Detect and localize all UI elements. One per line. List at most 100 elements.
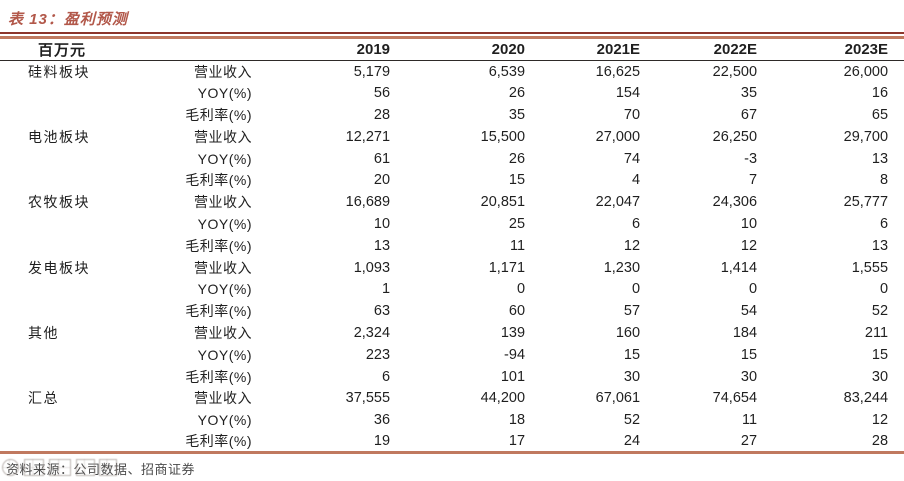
table-row: YOY(%) 56 26 154 35 16 bbox=[0, 82, 904, 104]
table-row: 毛利率(%) 20 15 4 7 8 bbox=[0, 169, 904, 191]
value-cell: 15 bbox=[508, 172, 526, 189]
metric-label: 毛利率(%) bbox=[185, 106, 253, 123]
column-header-2022e: 2022E bbox=[713, 41, 758, 58]
metric-label: 营业收入 bbox=[194, 63, 253, 80]
metric-label: 毛利率(%) bbox=[185, 433, 253, 450]
table-row: 毛利率(%) 63 60 57 54 52 bbox=[0, 300, 904, 322]
segment-label bbox=[0, 409, 150, 431]
value-cell: 8 bbox=[879, 172, 889, 189]
value-cell: 16,625 bbox=[595, 63, 641, 80]
value-cell: 10 bbox=[373, 215, 391, 232]
value-cell: 54 bbox=[740, 303, 758, 320]
segment-label bbox=[0, 344, 150, 366]
value-cell: 65 bbox=[871, 106, 889, 123]
value-cell: 6 bbox=[381, 368, 391, 385]
table-row: 其他 营业收入 2,324 139 160 184 211 bbox=[0, 322, 904, 344]
metric-label: YOY(%) bbox=[197, 281, 253, 298]
segment-label: 电池板块 bbox=[28, 128, 90, 145]
metric-label: YOY(%) bbox=[197, 412, 253, 429]
value-cell: 22,500 bbox=[712, 63, 758, 80]
segment-label bbox=[0, 104, 150, 126]
value-cell: 15 bbox=[740, 346, 758, 363]
metric-label: 营业收入 bbox=[194, 324, 253, 341]
value-cell: 223 bbox=[365, 346, 391, 363]
value-cell: 36 bbox=[373, 412, 391, 429]
value-cell: 28 bbox=[373, 106, 391, 123]
segment-label bbox=[0, 366, 150, 388]
metric-label: YOY(%) bbox=[197, 215, 253, 232]
metric-label: 营业收入 bbox=[194, 390, 253, 407]
value-cell: 4 bbox=[631, 172, 641, 189]
value-cell: 15,500 bbox=[480, 128, 526, 145]
value-cell: 0 bbox=[516, 281, 526, 298]
value-cell: -3 bbox=[744, 150, 758, 167]
metric-label: 营业收入 bbox=[194, 128, 253, 145]
value-cell: 154 bbox=[615, 85, 641, 102]
value-cell: 27,000 bbox=[595, 128, 641, 145]
value-cell: 26 bbox=[508, 85, 526, 102]
table-row: YOY(%) 1 0 0 0 0 bbox=[0, 278, 904, 300]
value-cell: 17 bbox=[508, 433, 526, 450]
metric-label: 营业收入 bbox=[194, 194, 253, 211]
value-cell: 61 bbox=[373, 150, 391, 167]
value-cell: 7 bbox=[748, 172, 758, 189]
value-cell: 1,093 bbox=[353, 259, 391, 276]
footer-row: 资料来源：公司数据、招商证券 bbox=[0, 459, 904, 481]
table-row: 毛利率(%) 13 11 12 12 13 bbox=[0, 235, 904, 257]
table-row: YOY(%) 36 18 52 11 12 bbox=[0, 409, 904, 431]
value-cell: -94 bbox=[504, 346, 526, 363]
value-cell: 25,777 bbox=[843, 194, 889, 211]
value-cell: 60 bbox=[508, 303, 526, 320]
table-row: 发电板块 营业收入 1,093 1,171 1,230 1,414 1,555 bbox=[0, 257, 904, 279]
value-cell: 26 bbox=[508, 150, 526, 167]
value-cell: 67 bbox=[740, 106, 758, 123]
value-cell: 52 bbox=[871, 303, 889, 320]
value-cell: 15 bbox=[623, 346, 641, 363]
value-cell: 15 bbox=[871, 346, 889, 363]
metric-label: YOY(%) bbox=[197, 346, 253, 363]
value-cell: 35 bbox=[508, 106, 526, 123]
value-cell: 16,689 bbox=[345, 194, 391, 211]
value-cell: 20 bbox=[373, 172, 391, 189]
column-header-2023e: 2023E bbox=[844, 41, 889, 58]
value-cell: 1,171 bbox=[488, 259, 526, 276]
value-cell: 11 bbox=[741, 412, 758, 429]
value-cell: 27 bbox=[740, 433, 758, 450]
value-cell: 70 bbox=[623, 106, 641, 123]
value-cell: 6 bbox=[879, 215, 889, 232]
segment-label bbox=[0, 148, 150, 170]
table-row: 硅料板块 营业收入 5,179 6,539 16,625 22,500 26,000 bbox=[0, 61, 904, 83]
value-cell: 2,324 bbox=[353, 324, 391, 341]
profit-forecast-table: 百万元 2019 2020 2021E 2022E 2023E 硅料板块 营业收入 5,17… bbox=[0, 36, 904, 455]
value-cell: 5,179 bbox=[353, 63, 391, 80]
column-header-2019: 2019 bbox=[356, 41, 391, 58]
value-cell: 16 bbox=[871, 85, 889, 102]
value-cell: 83,244 bbox=[843, 390, 889, 407]
segment-label: 硅料板块 bbox=[28, 63, 90, 80]
table-row: 电池板块 营业收入 12,271 15,500 27,000 26,250 29,700 bbox=[0, 126, 904, 148]
value-cell: 52 bbox=[623, 412, 641, 429]
value-cell: 160 bbox=[615, 324, 641, 341]
value-cell: 26,000 bbox=[843, 63, 889, 80]
value-cell: 211 bbox=[864, 324, 889, 341]
segment-label bbox=[0, 431, 150, 453]
value-cell: 1 bbox=[381, 281, 391, 298]
table-row: 汇总 营业收入 37,555 44,200 67,061 74,654 83,244 bbox=[0, 387, 904, 409]
value-cell: 11 bbox=[509, 237, 526, 254]
value-cell: 35 bbox=[740, 85, 758, 102]
segment-label: 农牧板块 bbox=[28, 194, 90, 211]
value-cell: 67,061 bbox=[595, 390, 641, 407]
value-cell: 74 bbox=[623, 150, 641, 167]
value-cell: 6 bbox=[631, 215, 641, 232]
table-row: 毛利率(%) 19 17 24 27 28 bbox=[0, 431, 904, 453]
column-header-2020: 2020 bbox=[491, 41, 526, 58]
metric-label: YOY(%) bbox=[197, 150, 253, 167]
value-cell: 0 bbox=[748, 281, 758, 298]
metric-label: 毛利率(%) bbox=[185, 237, 253, 254]
value-cell: 13 bbox=[871, 237, 889, 254]
value-cell: 1,555 bbox=[851, 259, 889, 276]
value-cell: 22,047 bbox=[595, 194, 641, 211]
value-cell: 74,654 bbox=[712, 390, 758, 407]
table-row: YOY(%) 223 -94 15 15 15 bbox=[0, 344, 904, 366]
